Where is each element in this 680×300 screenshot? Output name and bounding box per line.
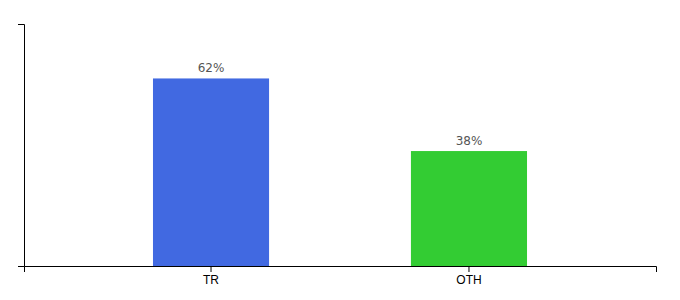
x-tick: TR [203,266,219,287]
bar [411,151,527,266]
x-tick-mark [211,266,212,272]
data-label: 62% [198,61,225,75]
x-axis-line [25,267,657,273]
data-label: 38% [456,134,483,148]
data-labels: 62% 38% [198,61,483,148]
bars [153,78,527,266]
chart-svg: TR OTH 62% 38% [0,0,680,300]
x-tick-label: TR [203,273,219,287]
y-axis [18,25,25,267]
y-axis-line [18,25,25,267]
bar [153,78,269,266]
x-tick-mark [468,266,469,272]
plot: TR OTH 62% 38% [18,25,657,287]
x-axis: TR OTH [25,266,657,287]
x-tick: OTH [456,266,481,287]
chart-container: TR OTH 62% 38% [0,0,680,300]
x-tick-label: OTH [456,273,481,287]
